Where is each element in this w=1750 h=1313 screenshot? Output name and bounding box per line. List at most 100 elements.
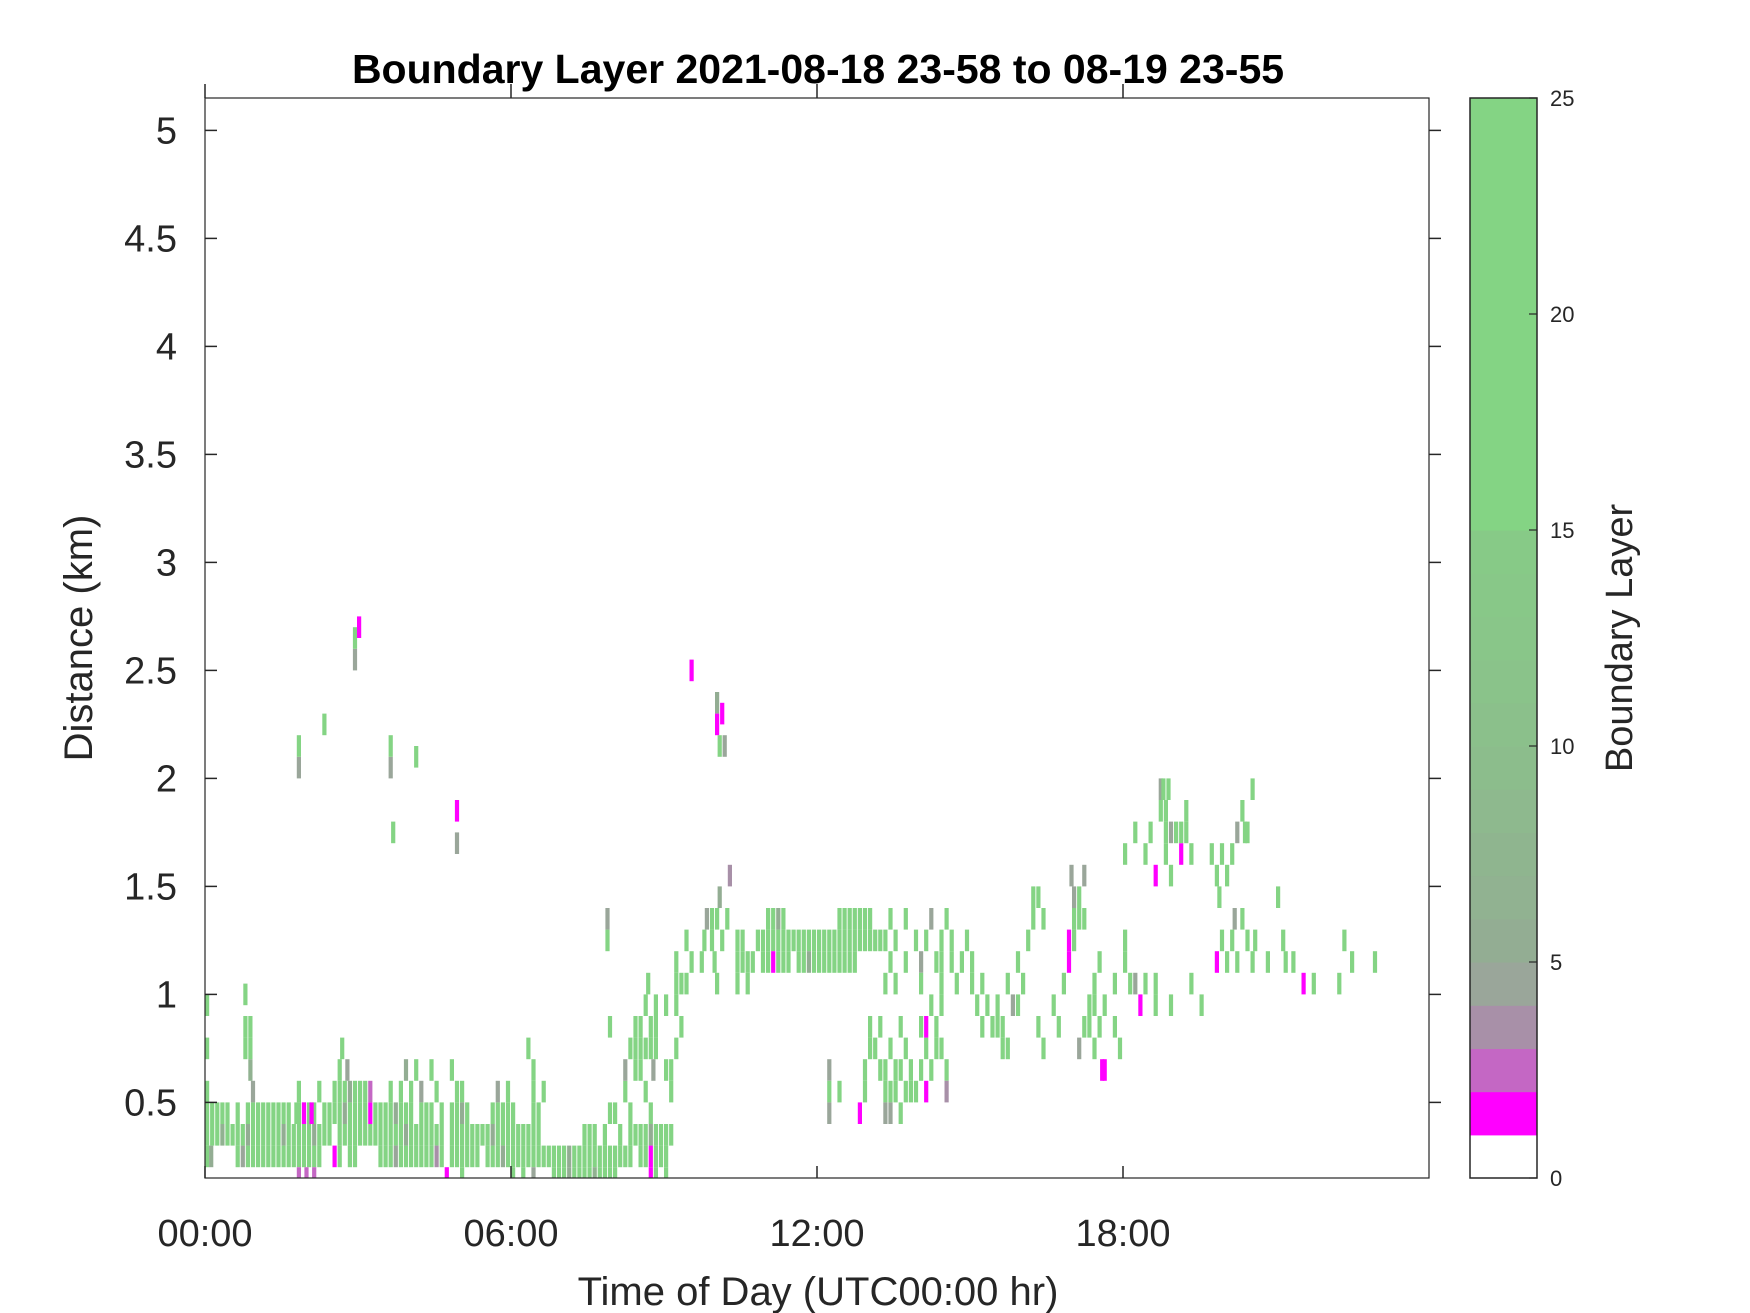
heatmap-cells bbox=[205, 616, 1378, 1178]
heatmap-cell bbox=[516, 1124, 521, 1146]
colorbar-band bbox=[1470, 789, 1537, 833]
heatmap-cell bbox=[1133, 821, 1138, 844]
heatmap-cell bbox=[1005, 972, 1010, 995]
heatmap-cell bbox=[653, 1016, 658, 1038]
heatmap-cell bbox=[266, 1124, 271, 1146]
heatmap-cell bbox=[1102, 1059, 1107, 1081]
heatmap-cell bbox=[281, 1145, 286, 1168]
heatmap-cell bbox=[220, 1102, 225, 1124]
y-tick-label: 0.5 bbox=[124, 1082, 177, 1124]
heatmap-cell bbox=[250, 1145, 256, 1168]
heatmap-cell bbox=[592, 1124, 597, 1146]
heatmap-cell bbox=[526, 1145, 531, 1168]
heatmap-cell bbox=[944, 908, 949, 930]
heatmap-cell bbox=[709, 929, 715, 952]
heatmap-cell bbox=[1072, 886, 1077, 908]
heatmap-cell bbox=[248, 1037, 253, 1060]
heatmap-cell bbox=[460, 1102, 465, 1124]
heatmap-cell bbox=[801, 951, 806, 973]
heatmap-cell bbox=[1168, 864, 1174, 887]
heatmap-cell bbox=[358, 1102, 363, 1124]
heatmap-cell bbox=[388, 735, 393, 757]
y-tick-label: 3 bbox=[156, 542, 177, 584]
heatmap-cell bbox=[454, 1102, 460, 1124]
heatmap-cell bbox=[245, 1124, 250, 1146]
heatmap-cell bbox=[1153, 864, 1158, 887]
heatmap-cell bbox=[248, 1059, 253, 1081]
heatmap-cell bbox=[536, 1102, 541, 1124]
heatmap-cell bbox=[230, 1124, 235, 1146]
heatmap-cell bbox=[393, 1102, 398, 1124]
colorbar-band bbox=[1470, 1091, 1537, 1136]
heatmap-cell bbox=[460, 1124, 465, 1146]
colorbar-tick-label: 5 bbox=[1550, 950, 1562, 975]
heatmap-cell bbox=[225, 1124, 230, 1146]
heatmap-cell bbox=[883, 929, 888, 952]
heatmap-cell bbox=[368, 1102, 373, 1124]
heatmap-cell bbox=[337, 1124, 342, 1146]
heatmap-cell bbox=[832, 929, 837, 952]
heatmap-cell bbox=[949, 929, 954, 952]
heatmap-cell bbox=[1184, 821, 1189, 844]
heatmap-cell bbox=[862, 1080, 868, 1103]
y-tick-label: 1.5 bbox=[124, 866, 177, 908]
heatmap-cell bbox=[980, 1016, 985, 1038]
heatmap-cell bbox=[699, 951, 704, 973]
heatmap-cell bbox=[592, 1167, 597, 1178]
heatmap-cell bbox=[342, 1080, 347, 1103]
heatmap-cell bbox=[271, 1124, 276, 1146]
heatmap-cell bbox=[653, 994, 658, 1016]
heatmap-cell bbox=[1179, 821, 1184, 844]
heatmap-cell bbox=[536, 1124, 541, 1146]
heatmap-cell bbox=[1168, 994, 1174, 1016]
heatmap-cell bbox=[429, 1102, 434, 1124]
heatmap-cell bbox=[210, 1124, 215, 1146]
heatmap-cell bbox=[633, 1059, 638, 1081]
heatmap-cell bbox=[934, 1016, 939, 1038]
heatmap-cell bbox=[766, 951, 771, 973]
heatmap-cell bbox=[1199, 994, 1204, 1016]
heatmap-cell bbox=[903, 1080, 908, 1103]
heatmap-cell bbox=[878, 929, 883, 952]
heatmap-cell bbox=[1005, 1037, 1010, 1060]
heatmap-cell bbox=[720, 929, 725, 952]
colorbar-band bbox=[1470, 1005, 1537, 1049]
heatmap-cell bbox=[434, 1080, 439, 1103]
heatmap-cell bbox=[919, 1059, 924, 1081]
heatmap-cell bbox=[638, 1124, 643, 1146]
heatmap-cell bbox=[304, 1167, 309, 1178]
heatmap-cell bbox=[1123, 929, 1128, 952]
heatmap-cell bbox=[309, 1102, 314, 1124]
heatmap-cell bbox=[291, 1124, 296, 1146]
heatmap-cell bbox=[664, 1167, 669, 1178]
heatmap-cell bbox=[296, 1102, 301, 1124]
y-tick-label: 5 bbox=[156, 110, 177, 152]
heatmap-cell bbox=[1214, 951, 1219, 973]
heatmap-cell bbox=[908, 1080, 913, 1103]
heatmap-cell bbox=[1092, 1037, 1097, 1060]
heatmap-cell bbox=[409, 1124, 414, 1146]
heatmap-cell bbox=[1350, 951, 1355, 973]
heatmap-cell bbox=[577, 1145, 582, 1168]
heatmap-cell bbox=[373, 1102, 378, 1124]
heatmap-cell bbox=[1174, 821, 1179, 844]
heatmap-cell bbox=[312, 1145, 317, 1168]
heatmap-cell bbox=[240, 1145, 245, 1168]
heatmap-cell bbox=[383, 1124, 388, 1146]
heatmap-cell bbox=[205, 994, 210, 1016]
heatmap-cell bbox=[470, 1145, 475, 1168]
heatmap-cell bbox=[857, 1102, 862, 1124]
heatmap-cell bbox=[857, 908, 862, 930]
heatmap-cell bbox=[959, 951, 964, 973]
heatmap-cell bbox=[511, 1167, 516, 1178]
heatmap-cell bbox=[592, 1145, 597, 1168]
heatmap-cell bbox=[1072, 908, 1077, 930]
heatmap-cell bbox=[1163, 843, 1168, 865]
heatmap-cell bbox=[347, 1080, 352, 1103]
heatmap-cell bbox=[1230, 929, 1235, 952]
heatmap-cell bbox=[597, 1167, 602, 1178]
heatmap-cell bbox=[643, 1080, 648, 1103]
heatmap-cell bbox=[500, 1145, 505, 1168]
chart-title: Boundary Layer 2021-08-18 23-58 to 08-19… bbox=[352, 46, 1284, 92]
heatmap-cell bbox=[449, 1102, 454, 1124]
